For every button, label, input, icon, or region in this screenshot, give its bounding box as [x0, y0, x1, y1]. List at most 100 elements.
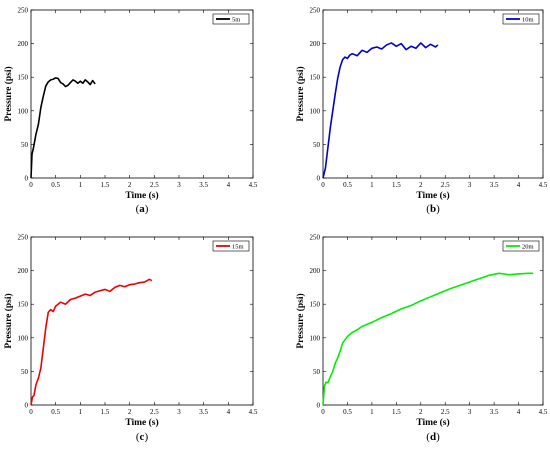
x-tick-label: 2.5 [441, 408, 450, 416]
x-tick-label: 2.5 [150, 408, 159, 416]
x-tick-label: 4.5 [539, 181, 548, 189]
y-tick-label: 150 [310, 74, 321, 82]
y-tick-label: 100 [18, 334, 29, 342]
legend-label: 10m [522, 16, 534, 23]
x-tick-label: 3.5 [199, 181, 208, 189]
x-tick-label: 2 [128, 408, 132, 416]
x-tick-label: 4.5 [249, 408, 258, 416]
panel-caption-letter: b [430, 203, 436, 215]
y-tick-label: 250 [18, 234, 29, 242]
panel-caption: (a) [136, 203, 149, 215]
legend: 10m [502, 13, 540, 25]
panel-caption: (c) [136, 431, 149, 443]
x-tick-label: 3 [177, 181, 181, 189]
x-tick-label: 4.5 [539, 408, 548, 416]
x-tick-label: 0.5 [51, 408, 60, 416]
x-tick-label: 0 [321, 408, 325, 416]
legend-box [212, 13, 250, 25]
x-tick-label: 3.5 [490, 181, 499, 189]
x-tick-label: 4 [227, 408, 231, 416]
x-tick-label: 0 [29, 181, 33, 189]
series-line-5m [30, 77, 96, 179]
y-axis-label: Pressure (psi) [295, 66, 306, 121]
legend-box [212, 240, 250, 252]
y-tick-label: 100 [18, 107, 29, 115]
panel-d: 0 0.5 1 1.5 2 2.5 3 3.5 4 4.5 0 50 100 150 200 250 Time … [295, 234, 548, 444]
x-tick-label: 0.5 [51, 181, 60, 189]
x-tick-label: 4.5 [249, 181, 258, 189]
panel-caption-letter: d [430, 431, 436, 443]
x-tick-label: 2 [128, 181, 132, 189]
y-tick-label: 50 [21, 141, 29, 149]
plot-frame [30, 236, 254, 406]
y-tick-label: 50 [313, 141, 321, 149]
x-tick-label: 2.5 [441, 181, 450, 189]
y-tick-label: 250 [18, 7, 29, 15]
x-axis-label: Time (s) [125, 190, 158, 201]
plot-frame [322, 236, 544, 406]
x-tick-label: 1 [370, 181, 374, 189]
x-axis-label: Time (s) [416, 190, 449, 201]
y-tick-label: 200 [310, 267, 321, 275]
y-axis-label: Pressure (psi) [3, 293, 14, 348]
x-tick-label: 3.5 [199, 408, 208, 416]
x-tick-label: 0.5 [343, 408, 352, 416]
y-tick-label: 200 [18, 267, 29, 275]
x-tick-label: 4 [517, 408, 521, 416]
y-axis-label: Pressure (psi) [295, 293, 306, 348]
panel-a: 0 0.5 1 1.5 2 2.5 3 3.5 4 4.5 0 50 100 150 200 250 Time … [3, 7, 258, 216]
x-tick-label: 2.5 [150, 181, 159, 189]
x-axis-label: Time (s) [416, 417, 449, 428]
y-tick-label: 250 [310, 7, 321, 15]
y-tick-label: 150 [310, 301, 321, 309]
y-tick-label: 100 [310, 334, 321, 342]
y-tick-label: 150 [18, 74, 29, 82]
legend: 5m [212, 13, 250, 25]
y-tick-label: 200 [310, 40, 321, 48]
y-tick-label: 0 [25, 175, 29, 183]
panel-c: 0 0.5 1 1.5 2 2.5 3 3.5 4 4.5 0 50 100 150 200 250 Time … [3, 234, 258, 444]
series-line-10m [322, 42, 439, 179]
series-line-15m [30, 278, 153, 406]
y-tick-label: 0 [317, 402, 321, 410]
panel-caption-letter: c [140, 431, 145, 443]
x-tick-label: 1.5 [392, 181, 401, 189]
x-tick-label: 3 [468, 181, 472, 189]
x-tick-label: 1.5 [101, 181, 110, 189]
x-tick-label: 0.5 [343, 181, 352, 189]
y-tick-label: 250 [310, 234, 321, 242]
x-tick-label: 4 [517, 181, 521, 189]
legend-label: 5m [232, 16, 240, 23]
x-tick-label: 0 [29, 408, 33, 416]
x-tick-label: 0 [321, 181, 325, 189]
panel-b: 0 0.5 1 1.5 2 2.5 3 3.5 4 4.5 0 50 100 150 200 250 Time … [295, 7, 548, 216]
panel-caption: (b) [426, 203, 440, 215]
x-tick-label: 2 [419, 408, 423, 416]
y-tick-label: 0 [317, 175, 321, 183]
legend-box [502, 13, 540, 25]
x-tick-label: 3 [468, 408, 472, 416]
panel-caption-letter: a [139, 203, 145, 215]
y-tick-label: 200 [18, 40, 29, 48]
panel-caption: (d) [426, 431, 440, 443]
legend: 15m [212, 240, 250, 252]
x-tick-label: 1 [79, 181, 83, 189]
legend-label: 15m [232, 243, 244, 250]
legend: 20m [502, 240, 540, 252]
legend-box [502, 240, 540, 252]
legend-label: 20m [522, 243, 534, 250]
x-tick-label: 1.5 [101, 408, 110, 416]
x-tick-label: 3.5 [490, 408, 499, 416]
y-tick-label: 150 [18, 301, 29, 309]
series-line-20m [322, 272, 534, 406]
x-tick-label: 3 [177, 408, 181, 416]
plot-frame [30, 9, 254, 179]
x-tick-label: 2 [419, 181, 423, 189]
y-tick-label: 50 [313, 368, 321, 376]
plot-frame [322, 9, 544, 179]
y-tick-label: 50 [21, 368, 29, 376]
y-axis-label: Pressure (psi) [3, 66, 14, 121]
x-tick-label: 4 [227, 181, 231, 189]
x-axis-label: Time (s) [125, 417, 158, 428]
